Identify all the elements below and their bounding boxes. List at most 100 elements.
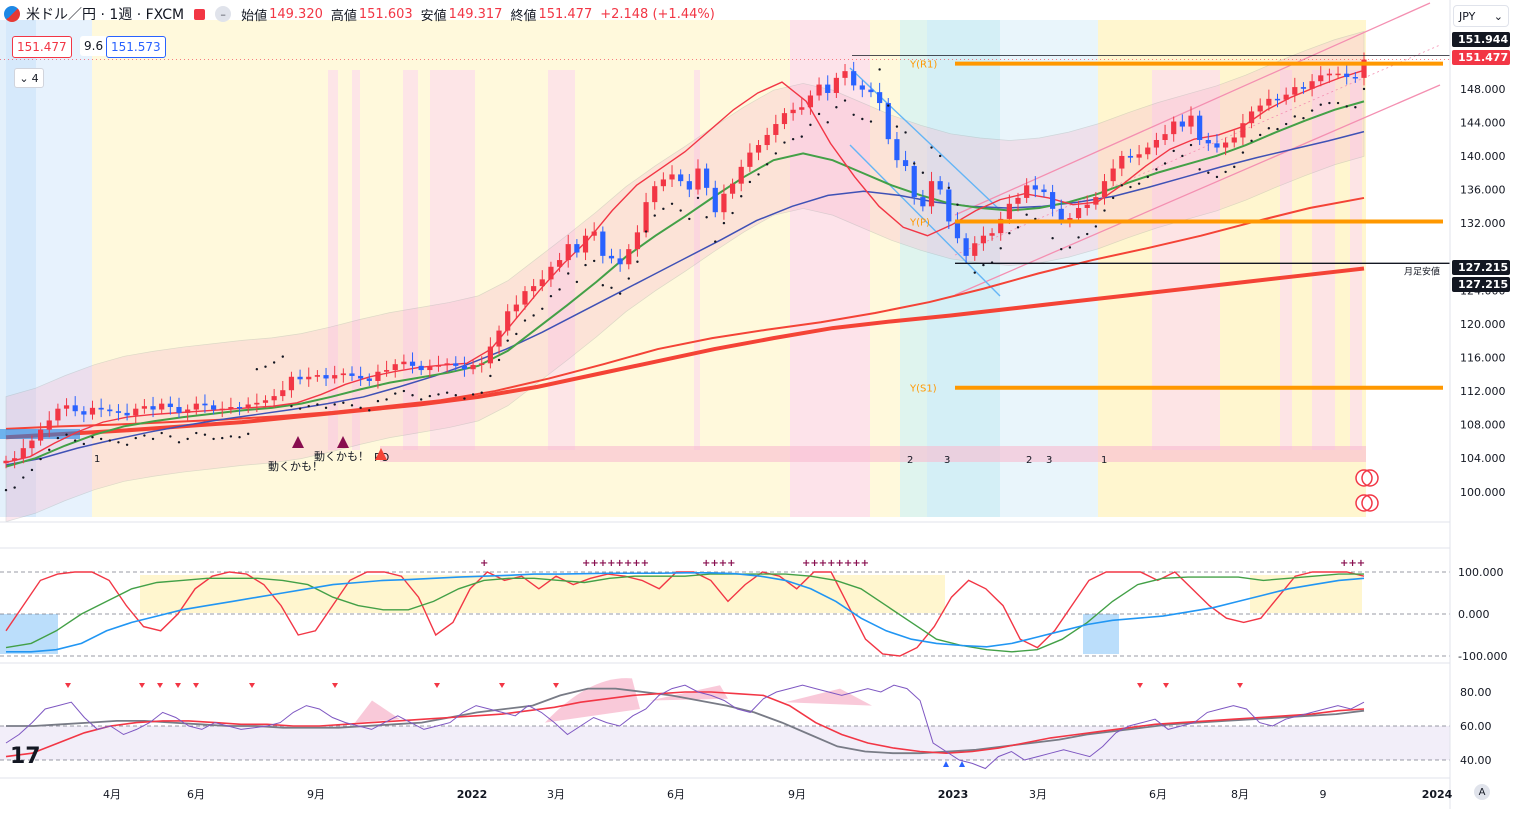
- candle-body: [72, 405, 78, 412]
- sar-dot: [1276, 127, 1279, 131]
- sar-dot: [169, 435, 172, 438]
- rsi-zone: [0, 726, 1450, 760]
- price-tick-label: 148.000: [1460, 83, 1506, 96]
- candle-body: [686, 181, 692, 190]
- osc-tick-label: -100.000: [1458, 650, 1507, 663]
- event-flag-icon: [1355, 494, 1373, 512]
- candle-body: [574, 244, 580, 253]
- sar-dot: [1189, 143, 1193, 147]
- candle-body: [12, 458, 18, 461]
- candle-body: [1223, 142, 1229, 148]
- spread-value: 9.6: [80, 36, 108, 56]
- overbought-marker: [139, 683, 145, 688]
- indicator-toggle-button[interactable]: ⌄ 4: [14, 68, 44, 88]
- signal-triangle: [292, 436, 304, 448]
- candle-body: [1266, 98, 1272, 106]
- price-label: 127.215: [1458, 278, 1508, 291]
- sar-dot: [1233, 165, 1236, 169]
- sar-dot: [765, 163, 769, 166]
- sar-dot: [1198, 168, 1201, 171]
- sar-dot: [869, 120, 873, 123]
- candle-body: [383, 370, 390, 372]
- candle-body: [314, 375, 320, 377]
- overbought-marker: [175, 683, 181, 688]
- tradingview-logo[interactable]: 17: [10, 744, 41, 769]
- candle-body: [115, 411, 122, 413]
- time-tick-label: 9: [1320, 788, 1327, 801]
- count-label: 3: [1046, 455, 1052, 466]
- candle-body: [176, 407, 182, 413]
- sar-dot: [445, 391, 449, 394]
- overbought-marker: [193, 683, 199, 688]
- candle-body: [1326, 73, 1333, 76]
- sar-dot: [195, 431, 198, 435]
- sar-dot: [48, 448, 51, 452]
- candle-body: [539, 279, 545, 287]
- count-label: 1: [94, 454, 100, 465]
- candle-body: [1127, 155, 1134, 158]
- sar-dot: [454, 394, 457, 397]
- candle-body: [1084, 204, 1090, 209]
- candle-body: [868, 89, 874, 93]
- sar-dot: [13, 486, 16, 489]
- rsi-tick-label: 40.00: [1460, 754, 1492, 767]
- candle-body: [1283, 94, 1289, 100]
- price-label-box: [1452, 260, 1510, 275]
- sar-dot: [480, 391, 483, 394]
- candle-body: [894, 139, 900, 161]
- candle-body: [46, 420, 52, 430]
- sar-dot: [1155, 168, 1158, 171]
- candle-body: [55, 408, 61, 421]
- candle-body: [29, 440, 35, 449]
- sar-dot: [324, 406, 328, 410]
- sar-dot: [999, 247, 1002, 250]
- symbol-title[interactable]: 米ドル／円 · 1週 · FXCM: [26, 7, 185, 23]
- auto-scale-button[interactable]: A: [1474, 784, 1490, 800]
- sar-dot: [1241, 151, 1245, 154]
- time-tick-label: 2024: [1422, 788, 1453, 801]
- price-tick-label: 112.000: [1460, 385, 1506, 398]
- sar-dot: [143, 434, 146, 437]
- sar-dot: [428, 394, 432, 398]
- flag-icon: [4, 6, 20, 22]
- overbought-marker: [434, 683, 440, 688]
- sell-button[interactable]: 151.477: [12, 36, 72, 58]
- sar-dot: [973, 271, 976, 274]
- sar-dot: [930, 146, 933, 149]
- sar-dot: [800, 135, 803, 138]
- candle-body: [124, 412, 130, 416]
- sar-dot: [134, 436, 137, 440]
- candle-body: [1110, 168, 1116, 182]
- sar-dot: [722, 221, 726, 225]
- sar-dot: [229, 435, 233, 438]
- buy-button[interactable]: 151.573: [106, 36, 166, 58]
- time-tick-label: 2022: [457, 788, 488, 801]
- price-label-box: [1452, 277, 1510, 292]
- candle-body: [401, 361, 407, 365]
- sar-dot: [1362, 87, 1366, 91]
- sar-dot: [921, 171, 925, 174]
- sar-dot: [731, 211, 734, 215]
- chevron-down-icon: ⌄: [19, 71, 29, 85]
- sar-dot: [662, 207, 665, 211]
- oscillator-pane[interactable]: + ++++++++ ++++ ++++++++ +++: [0, 558, 1450, 657]
- trend-line: [849, 67, 1001, 211]
- shade-band: [403, 70, 418, 450]
- candle-body: [591, 231, 597, 236]
- indicator-count: 4: [31, 71, 39, 85]
- collapse-icon[interactable]: –: [215, 6, 232, 22]
- sar-dot: [316, 403, 319, 406]
- sar-dot: [1111, 196, 1115, 200]
- rsi-pane[interactable]: [0, 678, 1450, 770]
- sar-dot: [1172, 149, 1175, 153]
- sar-dot: [826, 121, 829, 124]
- sar-dot: [757, 173, 760, 176]
- high-value: 151.603: [358, 6, 413, 22]
- currency-select[interactable]: JPY ⌄: [1453, 5, 1509, 27]
- candle-body: [306, 376, 312, 380]
- candle-body: [704, 168, 710, 188]
- count-label: 2: [907, 455, 913, 466]
- chart-header: 米ドル／円 · 1週 · FXCM – 始値 149.320 高値 151.60…: [0, 0, 1450, 28]
